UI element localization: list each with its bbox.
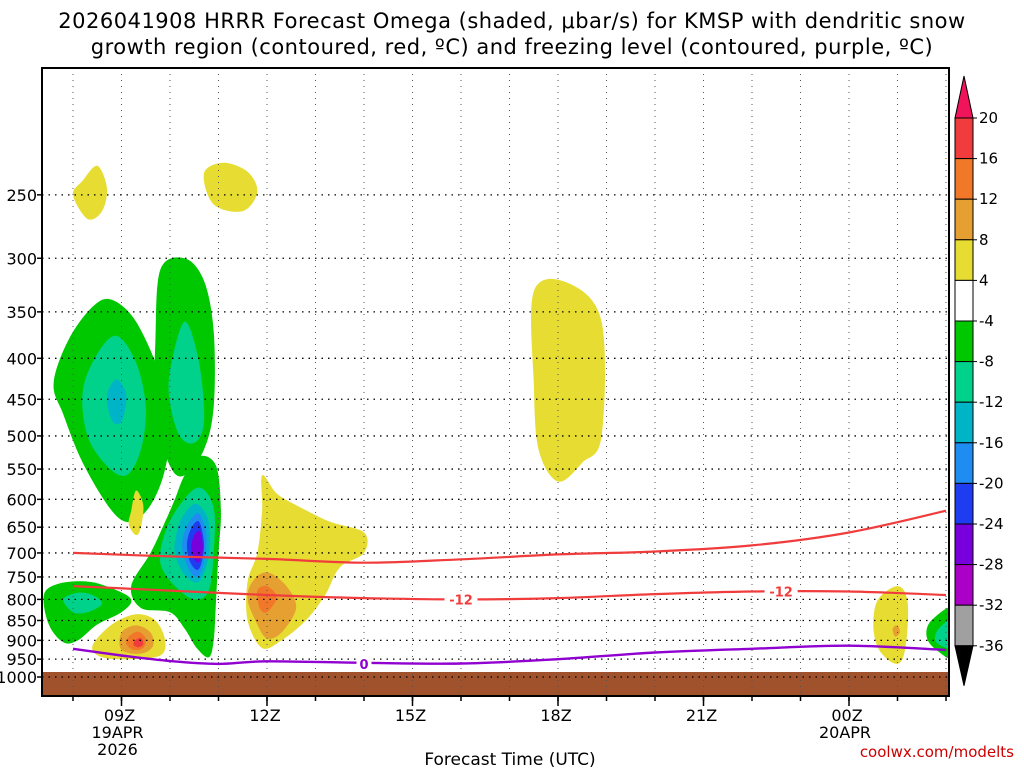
x-tick-label-4: 21Z [686, 706, 717, 725]
y-tick-label-250: 250 [6, 186, 37, 205]
contour-label-2: 0 [359, 658, 368, 673]
colorbar-top-arrow [954, 75, 974, 119]
omega-region-0 [72, 165, 108, 220]
snow-growth-contour-1 [72, 585, 947, 601]
chart-title-line-1: 2026041908 HRRR Forecast Omega (shaded, … [58, 9, 966, 33]
freezing-level-contour [72, 644, 947, 666]
x-tick-date-0: 19APR [91, 723, 143, 742]
colorbar-label-9: -20 [979, 474, 1004, 492]
omega-region-27 [934, 619, 949, 649]
x-tick-label-2: 15Z [395, 706, 426, 725]
y-tick-label-1000: 1000 [0, 668, 37, 687]
colorbar-segment-6 [954, 361, 974, 403]
omega-region-23 [531, 278, 606, 482]
colorbar-label-13: -36 [979, 637, 1004, 655]
colorbar-segment-8 [954, 442, 974, 484]
x-tick-label-0: 09Z [104, 706, 135, 725]
colorbar-label-1: 16 [979, 150, 998, 168]
y-tick-label-500: 500 [6, 427, 37, 446]
chart-title: 2026041908 HRRR Forecast Omega (shaded, … [0, 8, 1024, 60]
colorbar-label-4: 4 [979, 271, 989, 289]
y-tick-label-750: 750 [6, 568, 37, 587]
y-tick-label-400: 400 [6, 349, 37, 368]
colorbar-label-0: 20 [979, 109, 998, 127]
colorbar-segment-11 [954, 564, 974, 606]
y-tick-label-700: 700 [6, 544, 37, 563]
x-axis-label: Forecast Time (UTC) [424, 750, 595, 768]
colorbar-segment-10 [954, 523, 974, 566]
contour-label-0: -12 [449, 593, 473, 608]
x-tick-label-5: 00Z [831, 706, 862, 725]
chart-title-line-2: growth region (contoured, red, ºC) and f… [90, 35, 934, 59]
colorbar-segment-7 [954, 401, 974, 444]
y-tick-label-900: 900 [6, 631, 37, 650]
snow-growth-contour-0 [72, 509, 947, 564]
x-tick-year-0: 2026 [97, 740, 138, 759]
colorbar-label-11: -28 [979, 556, 1004, 574]
colorbar-label-10: -24 [979, 515, 1004, 533]
omega-region-13 [43, 581, 132, 644]
x-tick-label-3: 18Z [540, 706, 571, 725]
terrain-ground [42, 672, 949, 696]
omega-region-1 [203, 162, 258, 212]
colorbar-label-12: -32 [979, 596, 1004, 614]
y-tick-label-450: 450 [6, 390, 37, 409]
colorbar-segment-3 [954, 239, 974, 281]
colorbar-segment-1 [954, 158, 974, 200]
colorbar-segment-4 [954, 279, 974, 322]
y-tick-label-950: 950 [6, 650, 37, 669]
colorbar-segment-9 [954, 482, 974, 525]
omega-region-25 [892, 625, 900, 637]
y-tick-label-600: 600 [6, 490, 37, 509]
omega-region-19 [128, 490, 144, 536]
omega-region-24 [873, 586, 909, 664]
omega-region-22 [256, 585, 277, 613]
y-tick-label-550: 550 [6, 460, 37, 479]
omega-region-12 [191, 530, 204, 563]
colorbar-segment-5 [954, 320, 974, 363]
colorbar-label-5: -4 [979, 312, 994, 330]
y-tick-label-650: 650 [6, 518, 37, 537]
omega-region-4 [106, 379, 127, 425]
y-tick-label-800: 800 [6, 590, 37, 609]
omega-region-6 [168, 321, 205, 444]
credit-text: coolwx.com/modelts [860, 743, 1014, 761]
y-tick-label-350: 350 [6, 303, 37, 322]
colorbar-label-2: 12 [979, 190, 998, 208]
colorbar-label-3: 8 [979, 231, 989, 249]
y-tick-label-850: 850 [6, 611, 37, 630]
contour-label-bg-0 [444, 591, 478, 607]
colorbar-label-8: -16 [979, 434, 1004, 452]
colorbar-segment-2 [954, 198, 974, 241]
contour-label-1: -12 [769, 585, 793, 600]
colorbar-segment-0 [954, 117, 974, 160]
colorbar-bottom-arrow [954, 645, 974, 686]
colorbar-segment-12 [954, 604, 974, 647]
x-tick-label-1: 12Z [249, 706, 280, 725]
y-tick-label-300: 300 [6, 249, 37, 268]
contour-label-bg-1 [764, 583, 798, 599]
plot-frame [41, 67, 950, 697]
colorbar-label-7: -12 [979, 393, 1004, 411]
colorbar-label-6: -8 [979, 353, 994, 371]
contour-label-bg-2 [356, 655, 372, 671]
x-tick-date-5: 20APR [819, 723, 871, 742]
